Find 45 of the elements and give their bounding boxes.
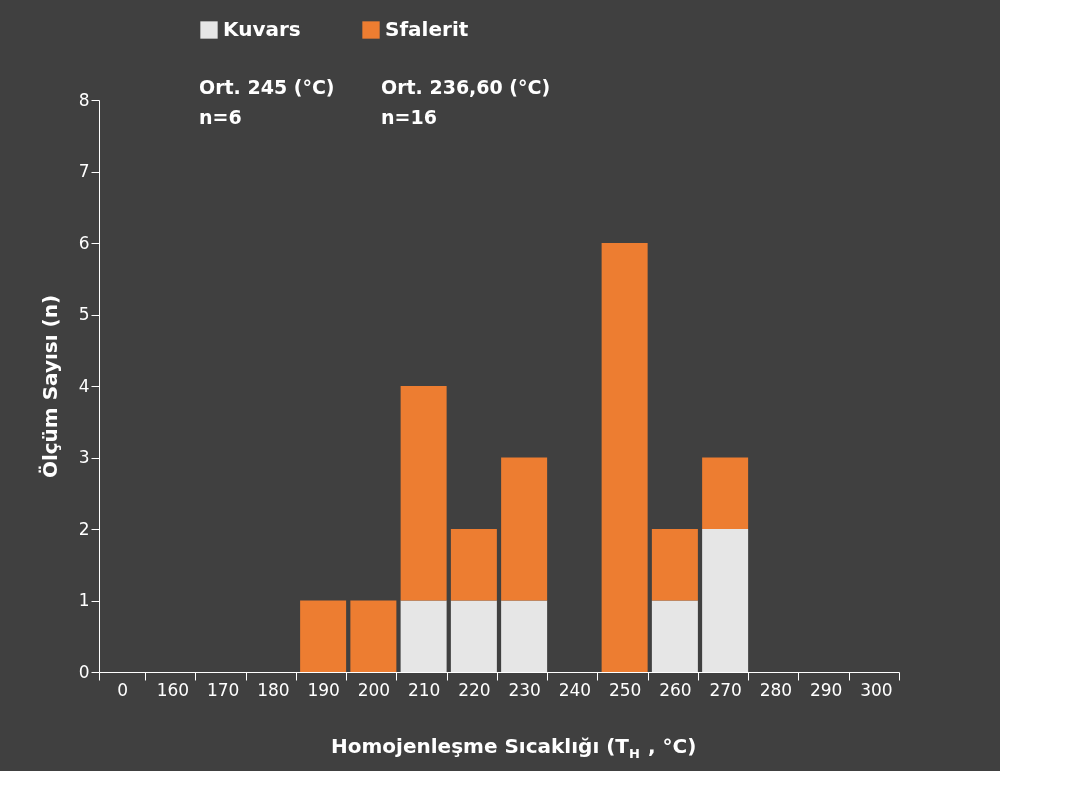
x-tick-label: 240 — [558, 679, 592, 700]
legend-label: Sfalerit — [385, 17, 469, 41]
x-tick-label: 170 — [206, 679, 240, 700]
x-tick-label: 260 — [659, 679, 692, 700]
text: Ort. 236,60 (°C) — [381, 76, 551, 98]
x-tick-label: 160 — [156, 679, 190, 700]
y-tick-label: 3 — [78, 447, 90, 467]
y-tick-label: 2 — [78, 518, 90, 539]
y-tick-label: 6 — [78, 232, 90, 253]
bar — [702, 457, 749, 529]
y-tick-label: 8 — [78, 89, 90, 110]
x-tick-label: 200 — [357, 679, 391, 700]
y-tick-label: 7 — [78, 161, 90, 181]
bar — [702, 529, 749, 672]
bar — [400, 386, 447, 601]
text: Ort. 245 (°C) — [199, 76, 335, 98]
bar — [400, 600, 447, 672]
bar — [450, 529, 497, 601]
y-tick-label: 1 — [78, 590, 90, 610]
x-tick-label: 300 — [860, 679, 893, 700]
bar — [501, 600, 548, 672]
annotation: n=6 — [199, 106, 242, 128]
bar — [601, 243, 648, 672]
bar — [501, 457, 548, 601]
bar — [450, 600, 497, 672]
y-tick-label: 5 — [78, 304, 90, 324]
x-tick-label: 250 — [608, 679, 642, 700]
bar — [300, 600, 347, 672]
y-tick-label: 4 — [78, 375, 90, 396]
legend-label: Kuvars — [223, 17, 301, 41]
bar — [350, 600, 397, 672]
x-tick-label: 230 — [508, 679, 541, 700]
bar — [651, 600, 698, 672]
x-tick-label: 180 — [257, 679, 290, 700]
bar — [651, 529, 698, 601]
y-axis-title: Ölçüm Sayısı (n) — [37, 294, 62, 479]
x-tick-label: 0 — [117, 679, 129, 700]
y-tick-label: 0 — [78, 661, 90, 682]
x-tick-label: 190 — [307, 679, 340, 700]
x-tick-label: 220 — [458, 679, 491, 700]
x-tick-label: 270 — [709, 679, 742, 700]
x-tick-label: 280 — [759, 679, 793, 700]
annotation: n=16 — [381, 106, 437, 128]
x-tick-label: 290 — [809, 679, 843, 700]
x-tick-label: 210 — [407, 679, 441, 700]
